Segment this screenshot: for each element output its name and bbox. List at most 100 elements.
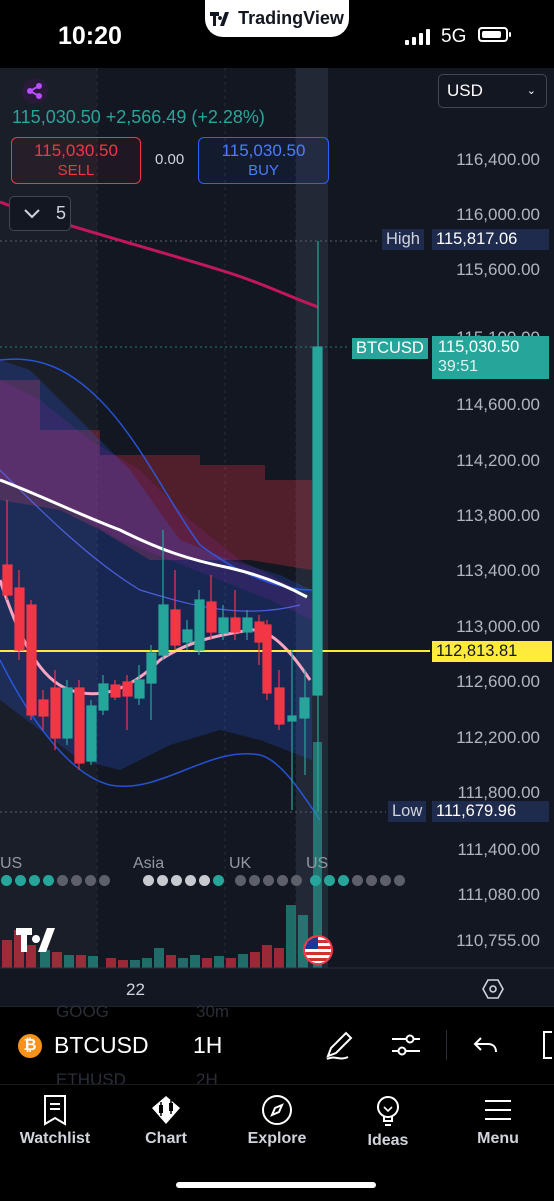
y-tick-label: 111,080.00 (457, 885, 540, 904)
candle (312, 241, 323, 812)
buy-price: 115,030.50 (221, 141, 306, 160)
compass-icon (262, 1095, 292, 1125)
volume-bar (118, 960, 128, 968)
y-tick-label: 113,800.00 (456, 506, 540, 525)
tab-watchlist[interactable]: Watchlist (18, 1094, 92, 1148)
currency-select[interactable]: USD ⌄ (438, 74, 547, 108)
undo-icon[interactable] (472, 1028, 500, 1062)
high-value: 115,817.06 (432, 229, 549, 250)
volume-bar (2, 940, 12, 968)
tab-explore-label: Explore (247, 1130, 307, 1147)
volume-bar (14, 930, 24, 968)
bitcoin-icon: ₿ (18, 1034, 42, 1058)
candle (206, 575, 217, 640)
volume-bar (106, 958, 116, 968)
candle (146, 645, 157, 720)
volume-bar (250, 952, 260, 968)
volume-bar (64, 955, 74, 968)
tab-ideas[interactable]: Ideas (363, 1094, 413, 1150)
tradingview-pill-label: TradingView (238, 8, 344, 28)
drawing-pen-icon[interactable] (322, 1028, 356, 1062)
indicators-toggle[interactable]: 5 (9, 196, 71, 231)
price-change: 115,030.50 +2,566.49 (+2.28%) (12, 107, 265, 127)
cloud-blue (0, 360, 312, 770)
symbol-button[interactable]: BTCUSD (54, 1032, 149, 1058)
candle (50, 670, 61, 750)
home-indicator[interactable] (176, 1182, 376, 1188)
volume-bar (52, 952, 62, 968)
band-upper (0, 358, 313, 591)
alert-share-icon[interactable] (22, 78, 48, 104)
candle (182, 620, 193, 650)
volume-bar (26, 945, 36, 968)
volume-bar (142, 958, 152, 968)
tab-menu[interactable]: Menu (472, 1094, 524, 1148)
session-dots (310, 875, 405, 886)
volume-bar (178, 958, 188, 968)
lightbulb-icon (377, 1096, 399, 1126)
band-lower (0, 659, 321, 821)
x-axis-date: 22 (126, 980, 145, 999)
chart-settings-icon[interactable] (482, 978, 504, 1000)
chart-icon (152, 1096, 180, 1124)
volume-bar (154, 948, 164, 968)
session-label: UK (229, 855, 252, 872)
sell-button[interactable]: 115,030.50 SELL (11, 137, 141, 184)
ma-white (0, 478, 308, 599)
candle (194, 590, 205, 655)
us-flag-icon[interactable] (303, 935, 333, 965)
indicators-count: 5 (56, 203, 67, 223)
volume-bar (130, 960, 140, 968)
candle (287, 650, 297, 810)
candle (122, 675, 133, 730)
interval-button[interactable]: 1H (193, 1032, 223, 1058)
candle (86, 700, 97, 765)
volume-bar (286, 905, 296, 968)
menu-icon (485, 1100, 511, 1120)
candle (274, 670, 285, 730)
y-tick-label: 114,200.00 (456, 451, 540, 470)
candle (242, 610, 253, 640)
spread-value: 0.00 (155, 151, 185, 168)
ghost-watchlist-symbol: GOOG (56, 1002, 109, 1021)
tab-explore[interactable]: Explore (243, 1094, 311, 1148)
volume-bar (313, 742, 322, 968)
candle (134, 665, 145, 705)
y-tick-label: 111,800.00 (457, 783, 540, 802)
session-dots (143, 875, 224, 886)
battery-fill (482, 31, 502, 38)
tab-watchlist-label: Watchlist (19, 1130, 91, 1147)
tab-chart-label: Chart (145, 1130, 187, 1147)
y-tick-label: 112,200.00 (456, 728, 540, 747)
fullscreen-icon[interactable] (538, 1028, 554, 1062)
volume-bar (166, 955, 176, 968)
candle (2, 500, 13, 600)
y-tick-label: 113,400.00 (456, 561, 540, 580)
volume-bar (202, 958, 212, 968)
y-tick-label: 114,600.00 (456, 395, 540, 414)
candle (299, 670, 310, 775)
volume-bars (2, 742, 322, 968)
candle (110, 680, 121, 700)
sell-label: SELL (57, 162, 95, 179)
buy-button[interactable]: 115,030.50 BUY (198, 137, 329, 184)
tab-menu-label: Menu (477, 1130, 519, 1147)
tradingview-pill[interactable]: TradingView (205, 0, 349, 37)
cloud-magenta (0, 380, 312, 620)
candle (170, 570, 181, 650)
y-tick-label: 111,400.00 (457, 840, 540, 859)
tab-ideas-label: Ideas (367, 1132, 409, 1149)
hline-price-tag: 112,813.81 (432, 641, 552, 662)
volume-bar (226, 958, 236, 968)
y-tick-label: 110,755.00 (456, 931, 540, 950)
candle (230, 590, 241, 640)
volume-bar (298, 915, 308, 968)
low-value: 111,679.96 (432, 801, 549, 822)
chevron-down-icon (24, 208, 40, 218)
indicator-sliders-icon[interactable] (390, 1028, 422, 1062)
candle (158, 530, 169, 660)
tab-chart[interactable]: Chart (136, 1094, 196, 1148)
toolbar-divider (446, 1030, 447, 1060)
bar-countdown: 39:51 (438, 358, 479, 375)
buy-label: BUY (248, 162, 279, 179)
